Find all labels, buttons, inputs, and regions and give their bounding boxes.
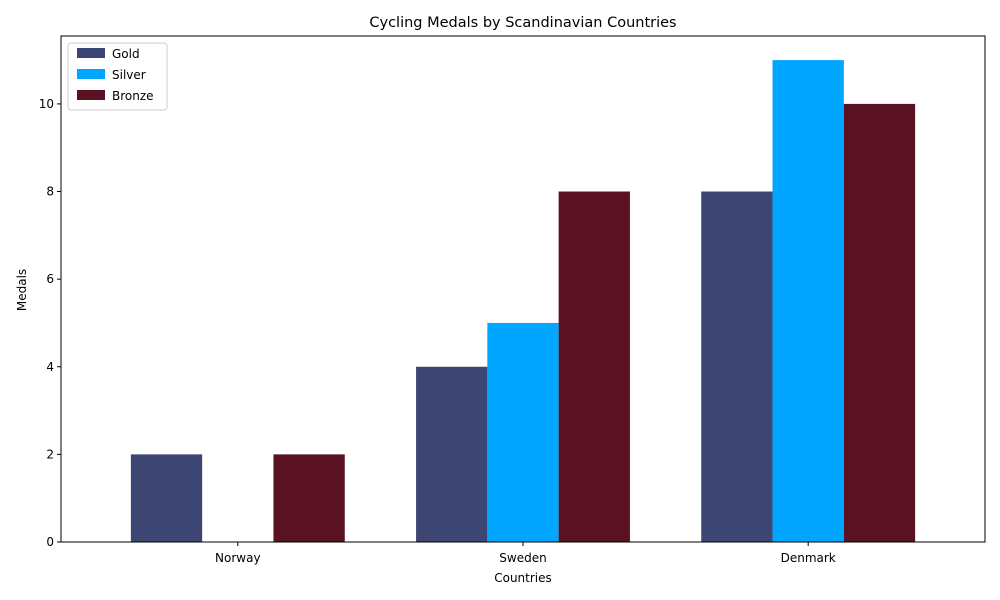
x-tick-label-denmark: Denmark: [781, 551, 836, 565]
x-tick-label-norway: Norway: [215, 551, 261, 565]
bar-silver-sweden: [487, 322, 559, 542]
x-axis-label: Countries: [494, 571, 552, 585]
plot-area: [60, 35, 986, 543]
bar-bronze-norway: [273, 454, 345, 542]
bar-gold-denmark: [701, 191, 773, 542]
y-tick-label: 8: [46, 185, 54, 199]
bar-silver-denmark: [772, 60, 844, 542]
x-tick-label-sweden: Sweden: [499, 551, 546, 565]
y-axis-label: Medals: [15, 269, 29, 311]
legend: Gold Silver Bronze: [67, 42, 168, 111]
legend-swatch-gold: [77, 48, 105, 58]
y-tick-label: 2: [46, 447, 54, 461]
y-tick-label: 0: [46, 535, 54, 549]
bar-gold-norway: [130, 454, 203, 542]
bar-bronze-sweden: [558, 191, 630, 542]
y-axis-ticks: 0 2 4 6 8 10: [39, 97, 61, 549]
bar-gold-sweden: [416, 366, 488, 542]
y-tick-label: 6: [46, 272, 54, 286]
legend-label-silver: Silver: [112, 68, 146, 82]
legend-swatch-silver: [77, 69, 105, 79]
y-tick-label: 10: [39, 97, 54, 111]
legend-label-gold: Gold: [112, 47, 140, 61]
legend-swatch-bronze: [77, 90, 105, 100]
x-axis-ticks: Norway Sweden Denmark: [215, 542, 836, 565]
chart-title: Cycling Medals by Scandinavian Countries: [369, 15, 676, 31]
legend-label-bronze: Bronze: [112, 89, 154, 103]
y-tick-label: 4: [46, 360, 54, 374]
bar-bronze-denmark: [843, 103, 916, 543]
